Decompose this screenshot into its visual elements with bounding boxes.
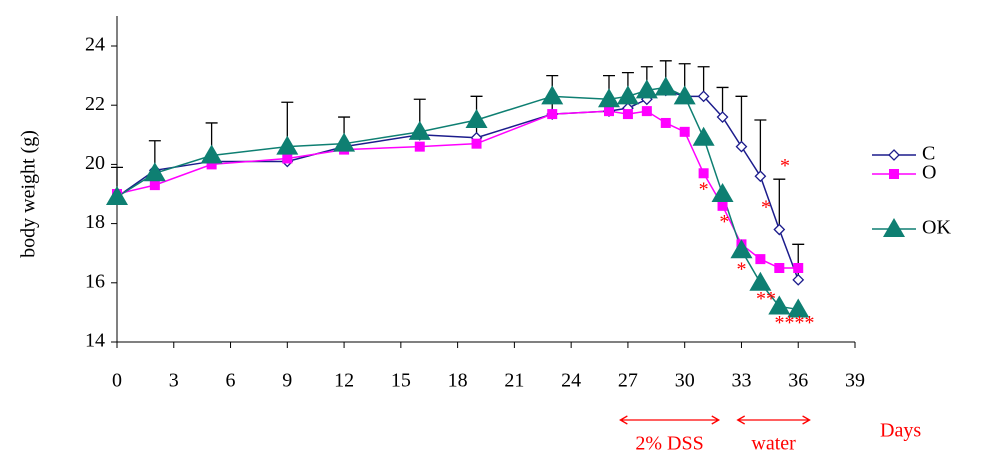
error-bar [754, 119, 767, 177]
x-tick-label: 33 [731, 370, 751, 392]
marker [598, 88, 620, 108]
x-tick-label: 6 [226, 370, 236, 392]
x-tick-label: 9 [282, 370, 292, 392]
error-bar [773, 178, 786, 230]
marker [711, 183, 734, 202]
marker [787, 298, 810, 318]
marker [773, 223, 786, 236]
marker [276, 135, 299, 155]
marker [730, 239, 753, 259]
annotation: **** [774, 312, 814, 334]
marker [692, 126, 715, 146]
annotation: * [761, 196, 771, 218]
period-label: 2% DSS [635, 433, 703, 455]
legend-marker [883, 218, 905, 237]
marker [635, 79, 658, 99]
marker [673, 85, 696, 105]
legend-label: O [922, 162, 936, 184]
x-tick-label: 27 [618, 370, 638, 392]
marker [547, 109, 558, 120]
marker [774, 263, 785, 273]
x-tick-label: 18 [448, 370, 468, 392]
series-line [116, 86, 799, 311]
marker [735, 140, 748, 153]
series-line [116, 89, 799, 281]
marker [754, 170, 767, 183]
x-tick-label: 3 [169, 370, 179, 392]
marker [749, 271, 772, 291]
x-tick-label: 15 [391, 370, 411, 392]
marker [768, 295, 791, 315]
series-line [116, 110, 799, 269]
marker [408, 120, 431, 140]
x-tick-label: 36 [788, 370, 808, 392]
legend-label: OK [922, 217, 951, 239]
period-arrow [736, 415, 811, 425]
marker [149, 180, 160, 191]
annotation: * [780, 155, 790, 177]
marker [414, 141, 425, 152]
marker [698, 168, 709, 179]
annotation: * [736, 259, 746, 281]
y-tick-label: 18 [85, 211, 105, 233]
marker [604, 106, 614, 117]
annotation: * [699, 179, 709, 201]
marker [333, 132, 356, 152]
marker [679, 126, 690, 137]
marker [465, 109, 488, 128]
legend-label: C [922, 143, 935, 165]
annotation: * [719, 211, 729, 233]
x-tick-label: 21 [504, 370, 524, 392]
marker [641, 106, 652, 117]
x-tick-label: 0 [112, 370, 122, 392]
marker [106, 185, 128, 205]
marker [471, 138, 482, 149]
legend-marker [888, 149, 900, 161]
y-tick-label: 14 [85, 330, 105, 352]
marker [660, 117, 671, 128]
marker [792, 273, 805, 286]
marker [697, 90, 710, 103]
marker [716, 111, 729, 123]
error-bar [735, 95, 748, 147]
annotation: ** [756, 288, 776, 310]
period-arrow [619, 415, 721, 425]
marker [654, 76, 677, 96]
marker [206, 159, 217, 170]
marker [200, 144, 223, 164]
y-tick-label: 16 [85, 270, 105, 292]
legend-marker [889, 169, 899, 179]
period-label: water [751, 433, 796, 455]
x-tick-label: 12 [334, 370, 354, 392]
x-tick-label: 30 [675, 370, 695, 392]
marker [717, 200, 728, 211]
marker [143, 162, 166, 182]
x-tick-label: 39 [845, 370, 865, 392]
marker [616, 85, 639, 105]
y-axis-label: body weight (g) [18, 130, 40, 258]
marker [622, 109, 633, 120]
marker [755, 254, 766, 265]
marker [793, 263, 804, 273]
x-axis-label: Days [880, 420, 921, 442]
marker [541, 85, 564, 105]
y-tick-label: 20 [85, 152, 105, 174]
y-tick-label: 24 [85, 34, 105, 56]
marker [282, 153, 293, 164]
error-bar [792, 243, 805, 280]
x-tick-label: 24 [561, 370, 581, 392]
y-tick-label: 22 [85, 93, 105, 115]
